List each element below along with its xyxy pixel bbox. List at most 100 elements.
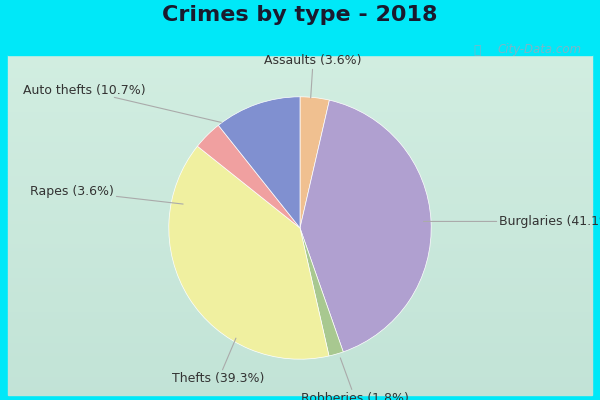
Bar: [8, 69, 592, 72]
Bar: [8, 313, 592, 317]
Bar: [8, 5, 592, 55]
Bar: [8, 123, 592, 126]
Bar: [8, 337, 592, 340]
Bar: [8, 140, 592, 144]
Bar: [8, 82, 592, 86]
Bar: [8, 171, 592, 174]
Bar: [8, 212, 592, 215]
Wedge shape: [169, 146, 329, 359]
Bar: [8, 188, 592, 191]
Bar: [8, 133, 592, 137]
Bar: [8, 86, 592, 89]
Bar: [8, 215, 592, 218]
Text: Robberies (1.8%): Robberies (1.8%): [301, 358, 409, 400]
Wedge shape: [300, 228, 343, 356]
Bar: [8, 92, 592, 96]
Bar: [8, 184, 592, 188]
Wedge shape: [300, 100, 431, 352]
Bar: [8, 79, 592, 82]
Bar: [8, 144, 592, 147]
Bar: [8, 103, 592, 106]
Bar: [8, 157, 592, 160]
Text: ⓘ: ⓘ: [473, 44, 481, 56]
Bar: [8, 368, 592, 371]
Bar: [8, 198, 592, 201]
Bar: [8, 194, 592, 198]
Bar: [8, 228, 592, 232]
Bar: [8, 344, 592, 347]
Bar: [8, 358, 592, 361]
Bar: [8, 351, 592, 354]
Bar: [8, 232, 592, 235]
Bar: [8, 388, 592, 392]
Bar: [8, 205, 592, 208]
Bar: [8, 208, 592, 212]
Bar: [8, 201, 592, 205]
Bar: [8, 106, 592, 110]
Bar: [8, 306, 592, 310]
Bar: [8, 364, 592, 368]
Bar: [8, 154, 592, 157]
Bar: [8, 385, 592, 388]
Wedge shape: [197, 125, 300, 228]
Bar: [8, 110, 592, 113]
Bar: [8, 272, 592, 276]
Bar: [8, 371, 592, 374]
Bar: [8, 76, 592, 79]
Bar: [8, 222, 592, 225]
Bar: [8, 303, 592, 306]
Bar: [8, 242, 592, 245]
Bar: [8, 286, 592, 290]
Bar: [8, 225, 592, 228]
Bar: [8, 191, 592, 194]
Bar: [8, 290, 592, 293]
Bar: [8, 72, 592, 76]
Bar: [8, 256, 592, 259]
Bar: [8, 126, 592, 130]
Bar: [8, 259, 592, 262]
Bar: [8, 55, 592, 58]
Bar: [8, 381, 592, 385]
Bar: [8, 320, 592, 324]
Bar: [8, 116, 592, 120]
Wedge shape: [218, 97, 300, 228]
Bar: [8, 262, 592, 266]
Bar: [8, 89, 592, 92]
Wedge shape: [300, 97, 329, 228]
Bar: [8, 174, 592, 178]
Bar: [8, 266, 592, 269]
Bar: [8, 218, 592, 222]
Bar: [8, 238, 592, 242]
Bar: [8, 62, 592, 65]
Bar: [8, 249, 592, 252]
Bar: [8, 245, 592, 249]
Bar: [8, 378, 592, 381]
Bar: [8, 347, 592, 351]
Bar: [8, 330, 592, 334]
Bar: [8, 361, 592, 364]
Text: Auto thefts (10.7%): Auto thefts (10.7%): [23, 84, 221, 122]
Bar: [8, 310, 592, 313]
Bar: [8, 99, 592, 103]
Bar: [8, 354, 592, 358]
Bar: [8, 65, 592, 69]
Bar: [8, 164, 592, 167]
Bar: [8, 283, 592, 286]
Bar: [8, 269, 592, 272]
Bar: [8, 113, 592, 116]
Bar: [8, 327, 592, 330]
Bar: [8, 120, 592, 123]
Bar: [8, 334, 592, 337]
Bar: [8, 279, 592, 283]
Text: City-Data.com: City-Data.com: [498, 44, 582, 56]
Bar: [8, 324, 592, 327]
Bar: [8, 147, 592, 150]
Bar: [8, 276, 592, 279]
Bar: [8, 130, 592, 133]
Text: Burglaries (41.1%): Burglaries (41.1%): [424, 215, 600, 228]
Text: Rapes (3.6%): Rapes (3.6%): [30, 185, 183, 204]
Bar: [8, 252, 592, 256]
Bar: [8, 181, 592, 184]
Bar: [8, 150, 592, 154]
Bar: [8, 235, 592, 238]
